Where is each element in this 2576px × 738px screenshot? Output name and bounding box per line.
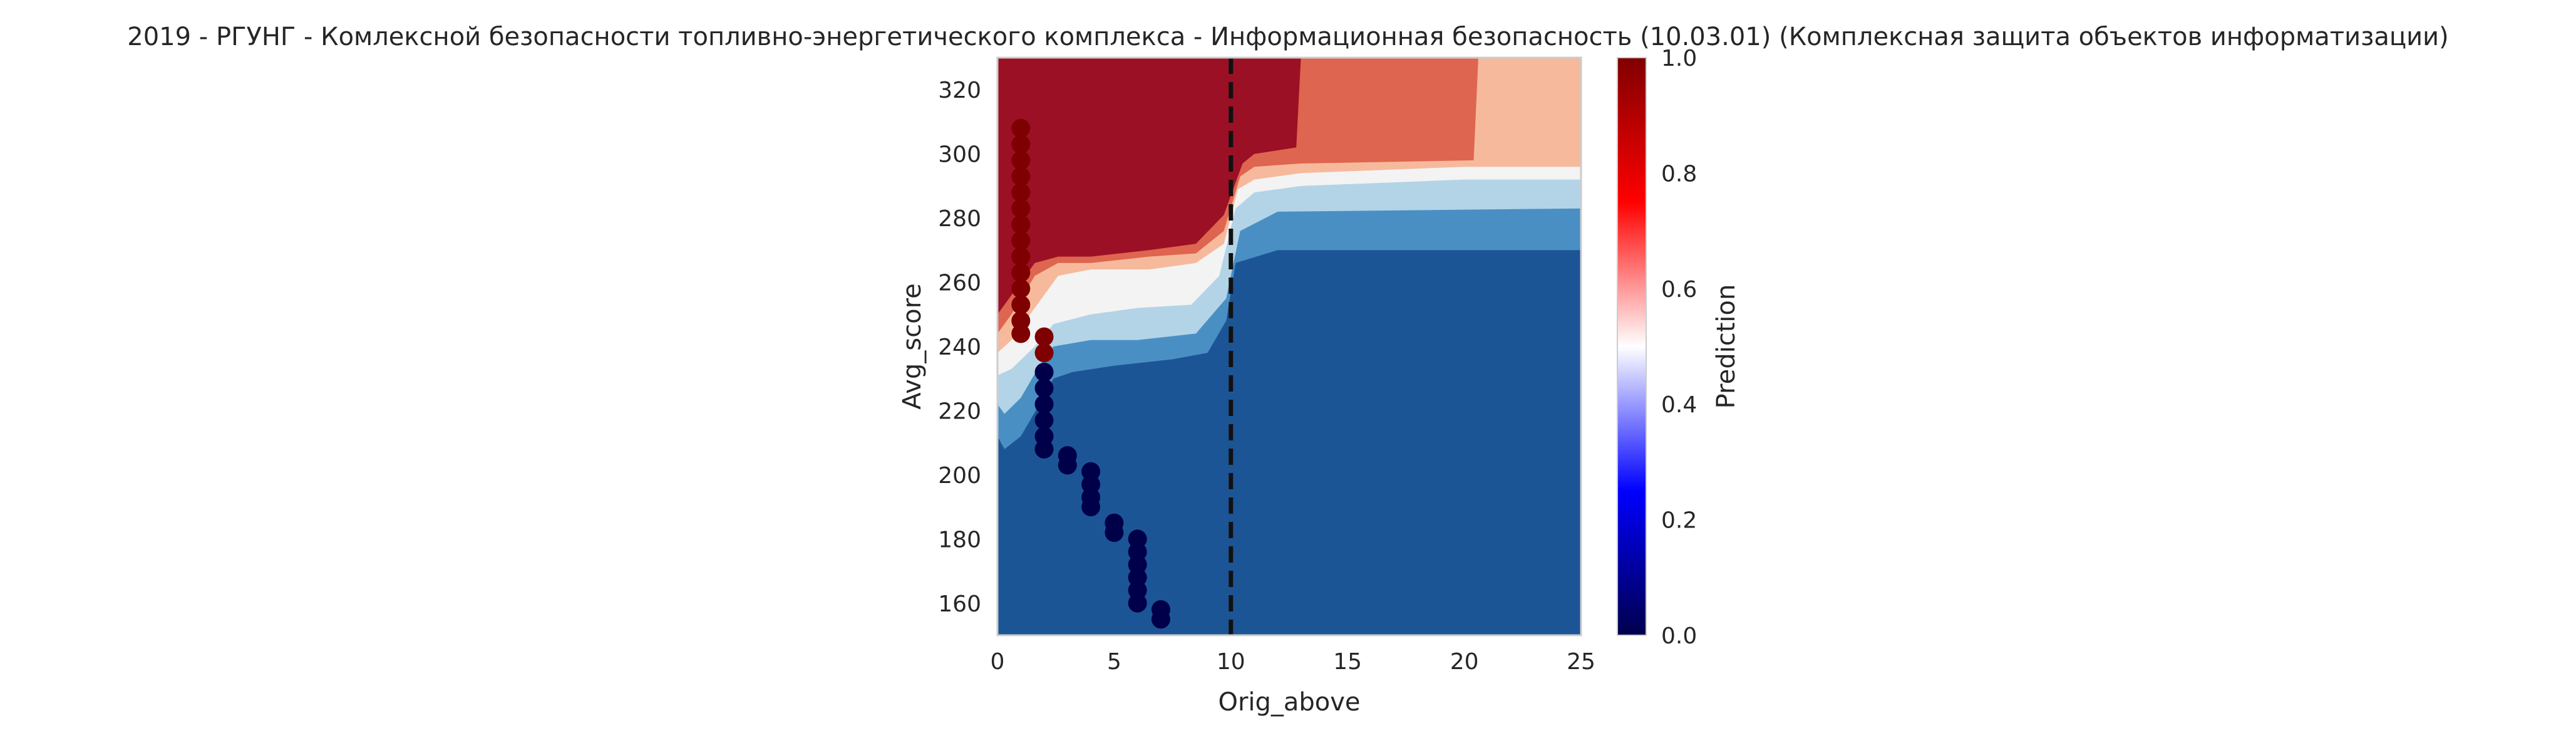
scatter-point-high <box>1034 327 1054 346</box>
x-tick-label: 25 <box>1567 649 1595 675</box>
y-axis-ticks: 160 180 200 220 240 260 280 300 320 <box>938 78 981 617</box>
x-tick-label: 10 <box>1217 649 1245 675</box>
x-axis-ticks: 0 5 10 15 20 25 <box>991 649 1595 675</box>
x-axis-label: Orig_above <box>1218 688 1360 717</box>
colorbar-label: Prediction <box>1712 284 1741 409</box>
y-tick-label: 240 <box>938 335 981 360</box>
scatter-point-high <box>1011 150 1031 170</box>
scatter-point-low <box>1034 410 1054 430</box>
scatter-layer <box>1011 118 1170 629</box>
y-tick-label: 180 <box>938 527 981 553</box>
y-tick-label: 220 <box>938 398 981 424</box>
scatter-point-high <box>1011 118 1031 138</box>
plot-frame <box>996 56 1582 637</box>
x-tick-label: 15 <box>1333 649 1362 675</box>
scatter-point-high <box>1011 215 1031 234</box>
colorbar-ticks: 0.0 0.2 0.4 0.6 0.8 1.0 <box>1661 46 1697 649</box>
contour-layer <box>997 58 1581 635</box>
x-tick-label: 5 <box>1107 649 1121 675</box>
scatter-point-low <box>1034 395 1054 414</box>
x-tick-label: 20 <box>1450 649 1479 675</box>
scatter-point-low <box>1058 455 1077 475</box>
scatter-point-low <box>1081 497 1101 517</box>
y-tick-label: 260 <box>938 271 981 296</box>
y-tick-label: 200 <box>938 463 981 489</box>
scatter-point-low <box>1128 593 1147 613</box>
scatter-point-low <box>1151 610 1170 629</box>
y-tick-label: 160 <box>938 591 981 617</box>
scatter-point-high <box>1034 343 1054 363</box>
scatter-point-high <box>1011 231 1031 250</box>
scatter-point-low <box>1105 523 1124 543</box>
y-tick-label: 280 <box>938 206 981 232</box>
scatter-point-low <box>1034 439 1054 459</box>
scatter-point-high <box>1011 247 1031 266</box>
y-tick-label: 300 <box>938 142 981 168</box>
scatter-point-low <box>1034 362 1054 382</box>
scatter-point-high <box>1011 167 1031 186</box>
x-tick-label: 0 <box>991 649 1005 675</box>
contour-band-6 <box>997 58 1581 314</box>
scatter-point-high <box>1011 324 1031 343</box>
scatter-point-high <box>1011 263 1031 283</box>
scatter-point-high <box>1011 135 1031 154</box>
scatter-point-high <box>1011 279 1031 298</box>
colorbar-tick-label: 0.2 <box>1661 508 1697 534</box>
colorbar <box>1617 57 1647 636</box>
colorbar-tick-label: 0.8 <box>1661 161 1697 187</box>
scatter-point-high <box>1011 199 1031 218</box>
chart-title: 2019 - РГУНГ - Комлексной безопасности т… <box>127 23 2448 51</box>
colorbar-tick-label: 0.4 <box>1661 392 1697 418</box>
y-tick-label: 320 <box>938 78 981 103</box>
colorbar-tick-label: 0.0 <box>1661 623 1697 649</box>
colorbar-tick-label: 0.6 <box>1661 277 1697 303</box>
scatter-point-high <box>1011 183 1031 202</box>
scatter-point-low <box>1034 378 1054 398</box>
colorbar-tick-label: 1.0 <box>1661 46 1697 71</box>
scatter-point-high <box>1011 295 1031 314</box>
y-axis-label: Avg_score <box>898 283 927 410</box>
